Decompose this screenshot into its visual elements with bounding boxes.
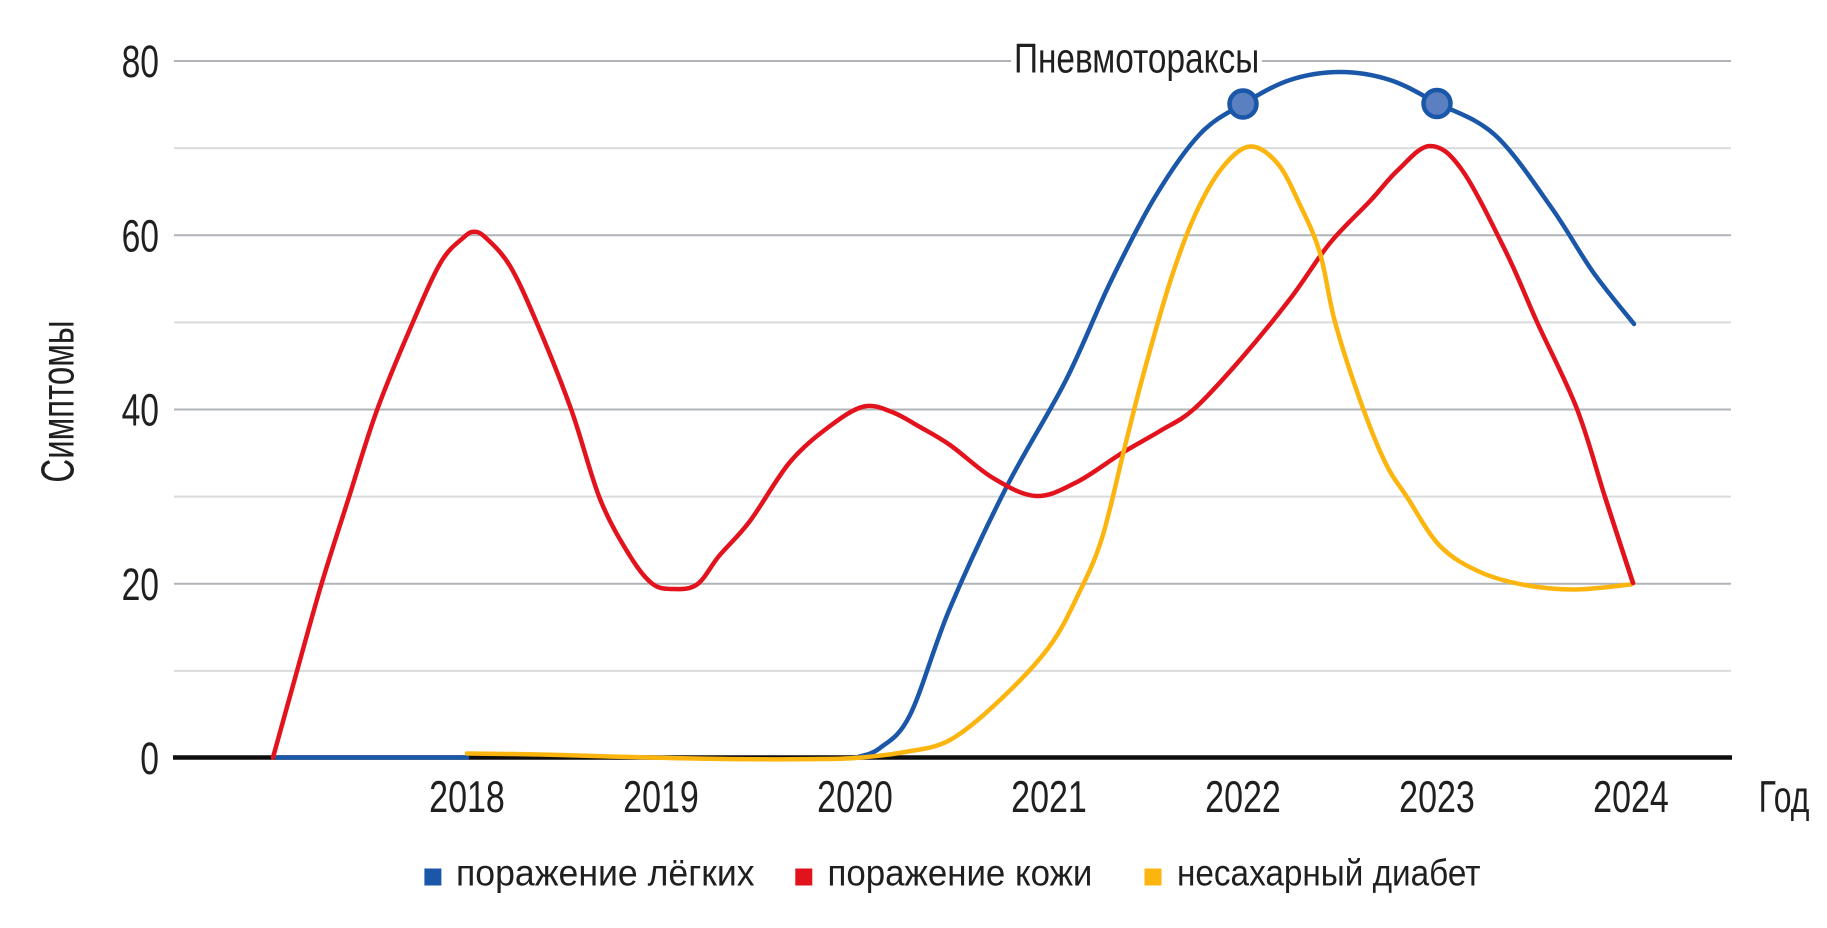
svg-text:поражение лёгких: поражение лёгких [456,852,755,894]
svg-text:0: 0 [140,734,159,784]
svg-text:Симптомы: Симптомы [32,320,84,482]
svg-text:2024: 2024 [1593,773,1669,822]
svg-text:60: 60 [122,212,159,262]
svg-text:2022: 2022 [1205,773,1281,822]
svg-text:Пневмотораксы: Пневмотораксы [1014,35,1259,81]
svg-text:2023: 2023 [1399,773,1475,822]
svg-text:20: 20 [122,560,159,610]
svg-text:40: 40 [122,386,159,436]
svg-text:2018: 2018 [429,773,505,822]
svg-text:2021: 2021 [1011,773,1087,822]
svg-text:поражение кожи: поражение кожи [828,852,1093,894]
svg-text:Год: Год [1759,773,1810,822]
svg-text:2020: 2020 [817,773,893,822]
svg-text:80: 80 [122,37,159,87]
svg-text:2019: 2019 [623,773,699,822]
svg-text:несахарный диабет: несахарный диабет [1177,853,1481,894]
